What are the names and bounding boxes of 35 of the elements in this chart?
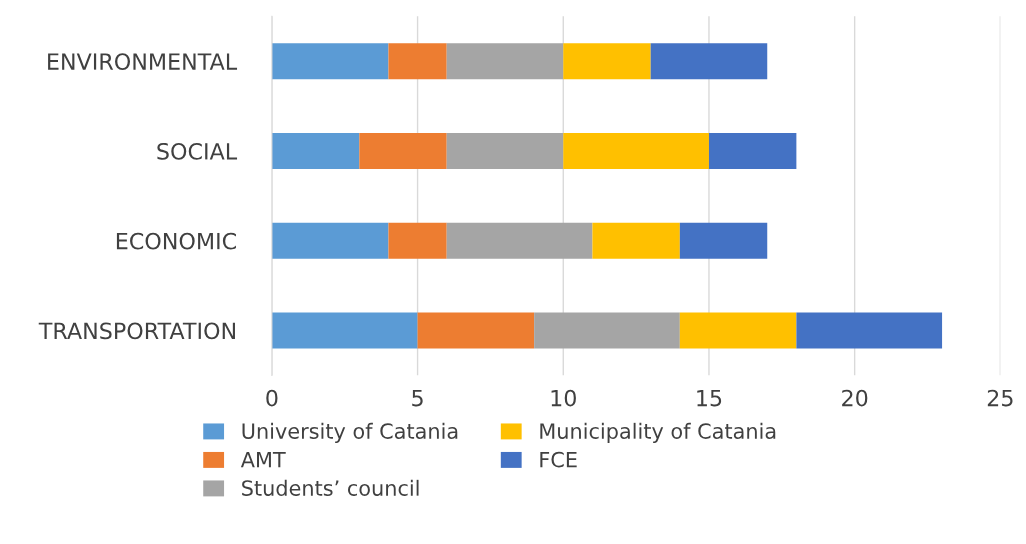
bar <box>271 312 418 349</box>
bar <box>271 222 389 259</box>
bar <box>592 222 680 259</box>
bar <box>679 312 797 349</box>
x-tick-label: 20 <box>842 389 868 407</box>
bar <box>563 133 709 169</box>
x-tick-label: 0 <box>266 389 278 407</box>
legend-label: FCE <box>540 451 577 468</box>
bar <box>796 312 943 349</box>
legend-label: Municipality of Catania <box>540 422 776 443</box>
y-tick-label: SOCIAL <box>157 142 238 160</box>
bar <box>446 133 564 169</box>
x-tick-label: 25 <box>987 389 1013 407</box>
bar <box>679 222 768 259</box>
bar <box>446 43 564 80</box>
legend-label: University of Catania <box>242 422 458 443</box>
bar <box>271 133 360 169</box>
bar <box>650 43 768 80</box>
bar <box>388 43 447 80</box>
x-tick-label: 5 <box>412 389 423 407</box>
legend-label: Students’ council <box>242 479 419 496</box>
bar <box>417 312 535 349</box>
bar <box>388 222 447 259</box>
bar <box>359 133 447 169</box>
y-tick-label: TRANSPORTATION <box>38 322 235 340</box>
x-tick-label: 15 <box>697 389 722 407</box>
bar <box>708 133 797 169</box>
bar <box>563 43 651 80</box>
bar <box>271 43 389 80</box>
bar <box>534 312 680 349</box>
legend-label: AMT <box>240 451 286 468</box>
x-tick-label: 10 <box>551 389 576 407</box>
y-tick-label: ECONOMIC <box>116 232 236 250</box>
bar <box>446 222 593 259</box>
y-tick-label: ENVIRONMENTAL <box>48 53 238 70</box>
